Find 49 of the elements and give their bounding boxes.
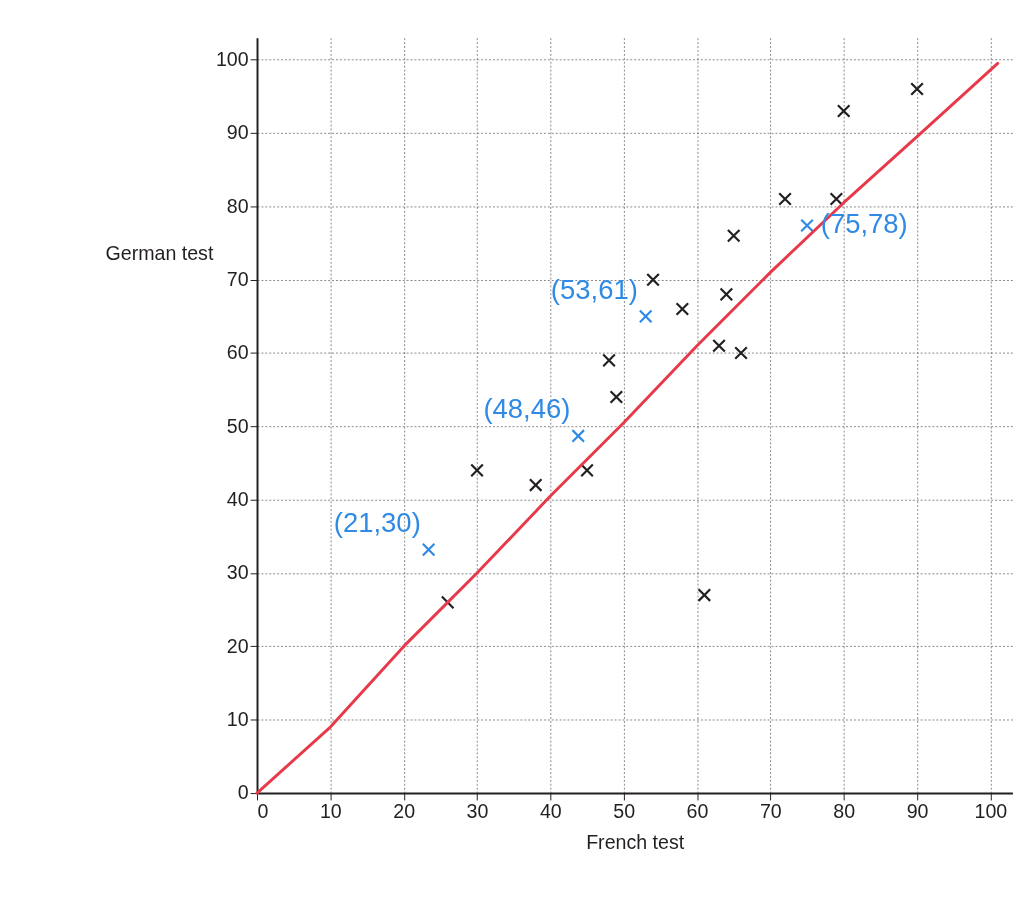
x-tick-label: 80 [833,800,856,823]
point [719,287,734,302]
line-series [255,61,1000,795]
y-tick-label: 50 [226,414,249,437]
y-tick-label: 70 [226,268,249,291]
y-tick-label: 0 [237,781,249,804]
x-tick-label: 20 [393,800,416,823]
point [646,272,660,287]
y-tick-label: 100 [215,48,249,71]
x-tick-label: 60 [686,800,709,823]
point [910,82,924,96]
x-tick-label: 0 [257,800,269,823]
point [609,390,624,404]
point [580,463,594,478]
point [712,338,726,353]
y-axis-title: German test [105,241,214,264]
y-tick-label: 80 [226,194,249,217]
x-tick-label: 10 [319,800,342,823]
x-tick-label: 70 [759,800,782,823]
point [421,542,436,557]
point [470,463,484,478]
x-tick-label: 90 [906,800,929,823]
x-tick-label: 30 [466,800,489,823]
y-tick-label: 40 [226,488,249,511]
x-tick-label: 50 [613,800,636,823]
point [638,309,653,324]
annotation: (53,61) [550,273,638,305]
point [675,302,690,316]
x-tick-label: 40 [539,800,562,823]
point [829,192,844,206]
point [800,218,814,233]
point [836,104,851,118]
annotation: (21,30) [333,506,421,538]
y-tick-label: 60 [226,341,249,364]
point [571,429,586,443]
y-tick-label: 30 [226,561,249,584]
annotation: (48,46) [483,393,571,425]
y-tick-label: 10 [226,708,249,731]
point [734,346,748,360]
y-tick-label: 90 [226,121,249,144]
point [528,478,543,492]
point [726,228,741,243]
y-tick-label: 20 [226,634,249,657]
point [778,192,792,206]
x-tick-label: 100 [974,800,1008,823]
point [602,353,616,368]
annotation: (75,78) [820,208,908,240]
x-axis-title: French test [586,831,685,854]
point [697,588,712,602]
